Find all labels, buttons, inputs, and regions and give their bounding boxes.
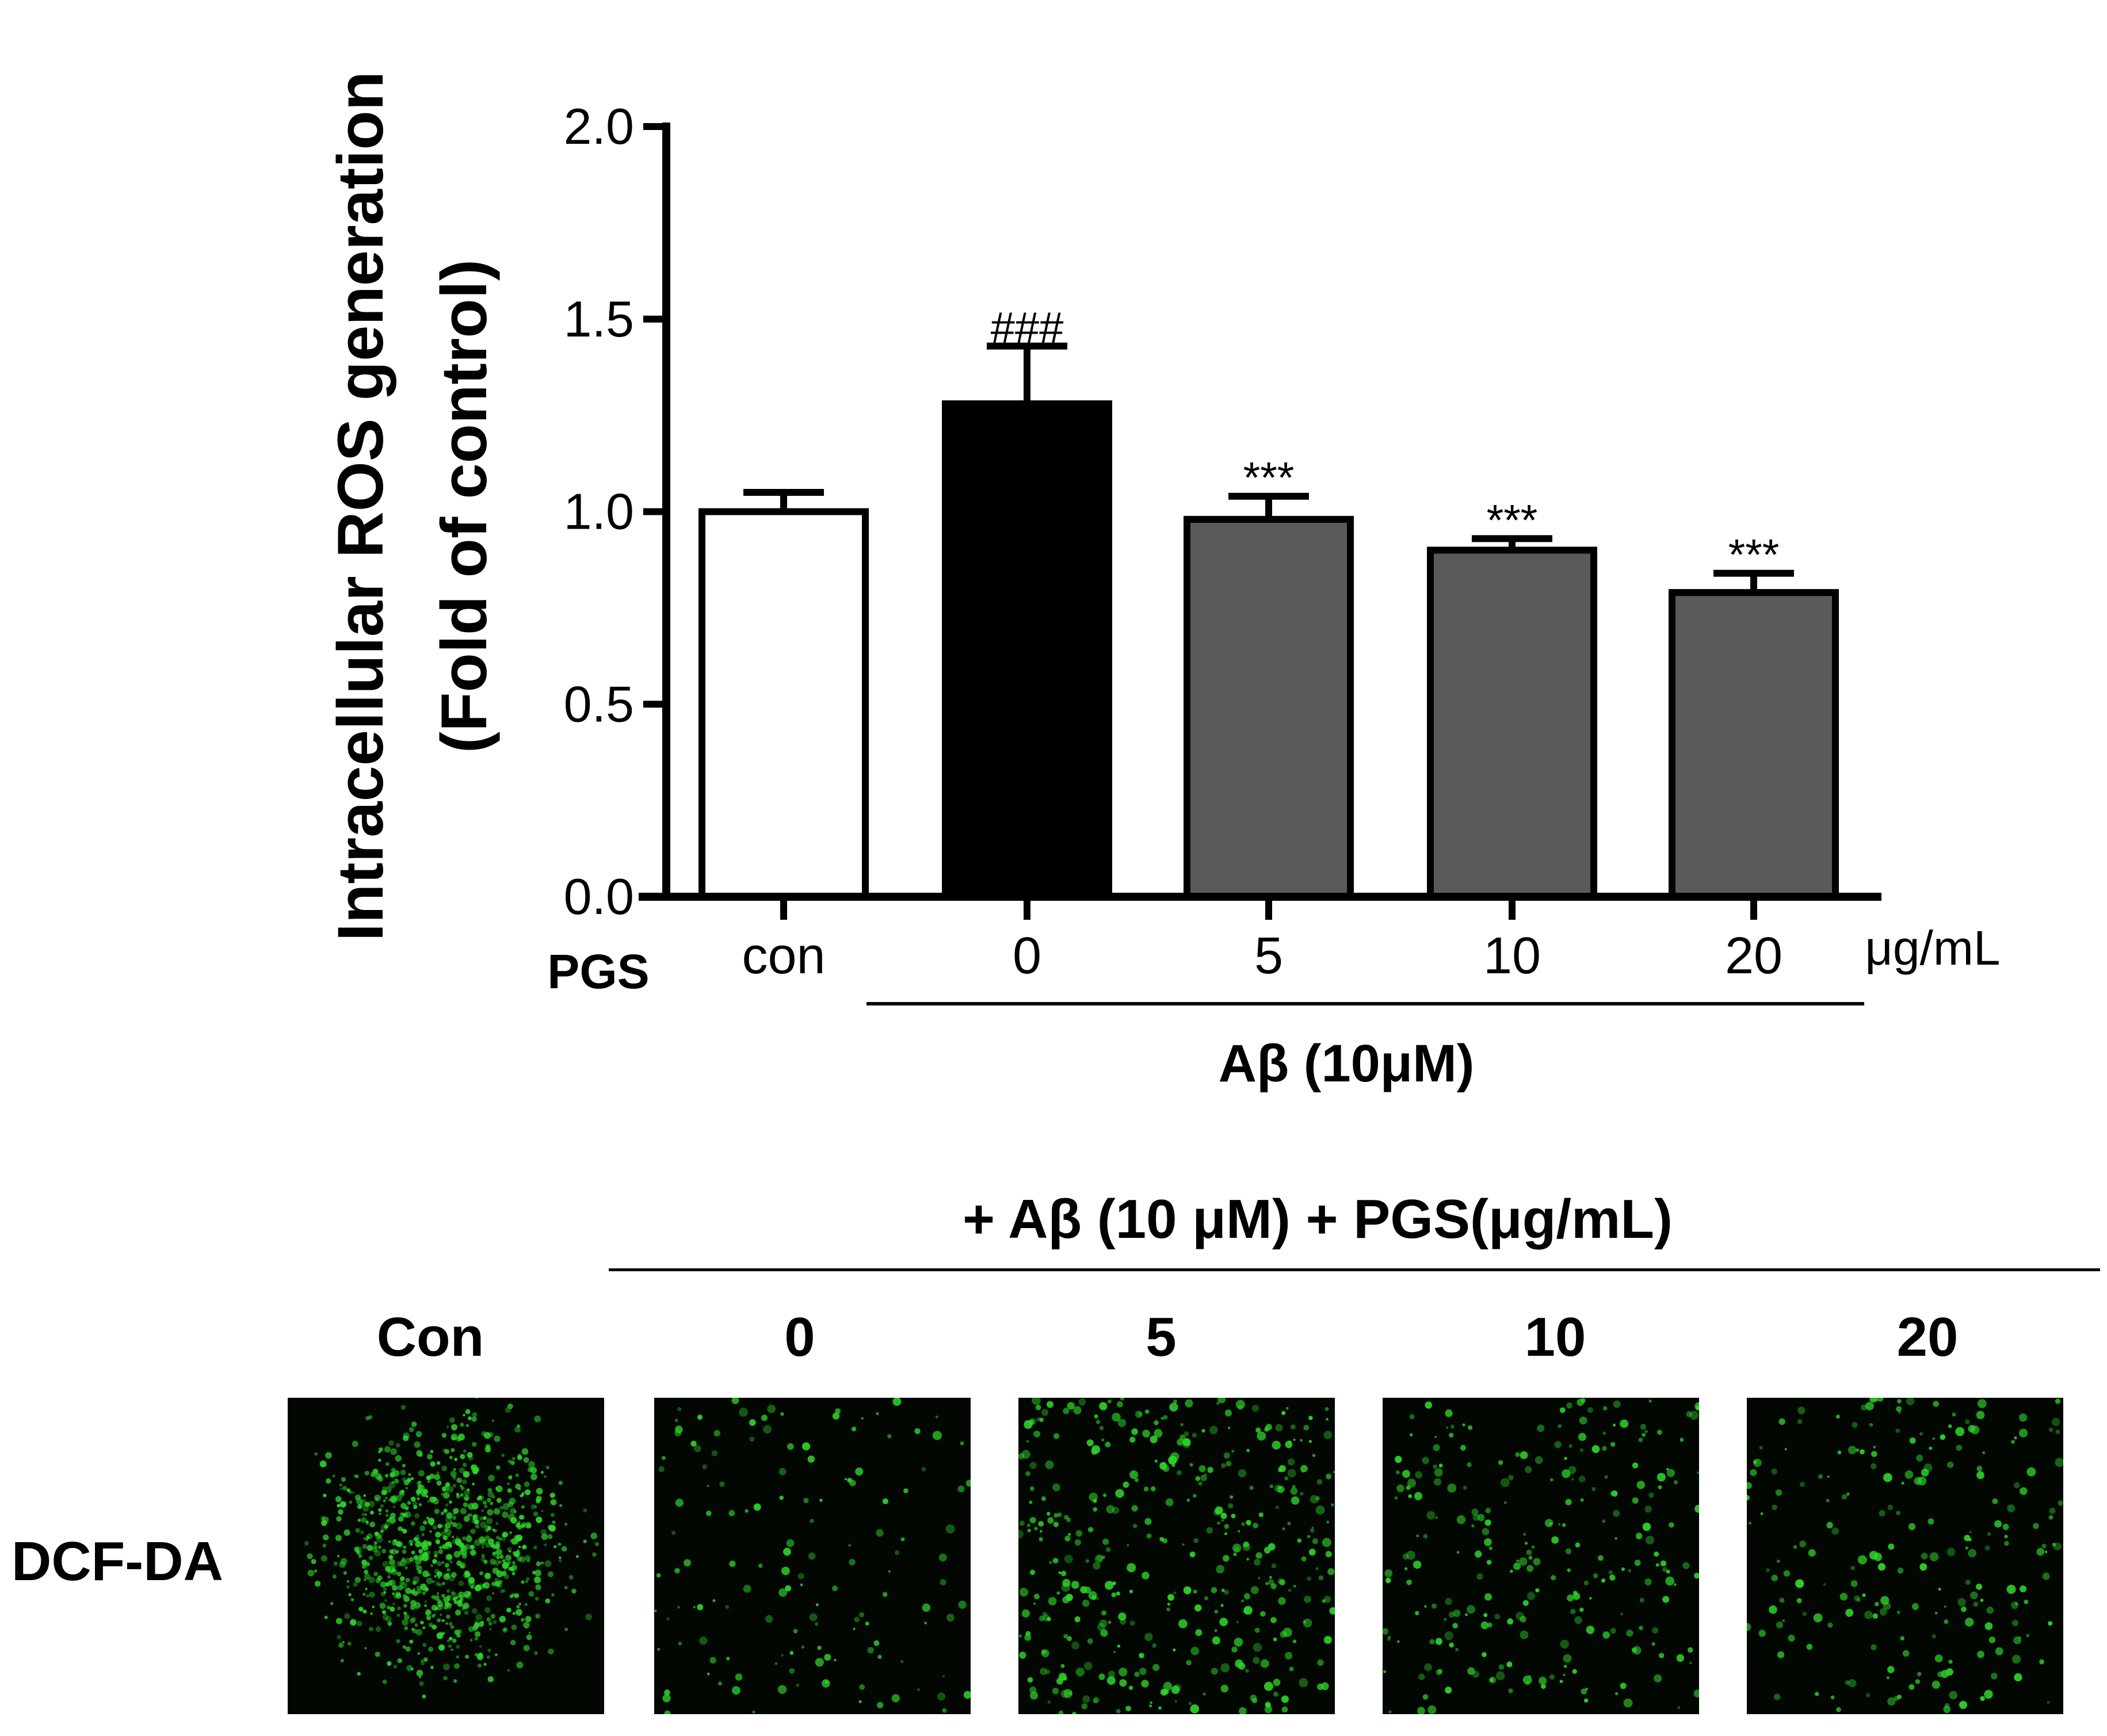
y-axis-title: Intracellular ROS generation (Fold of co… [325,71,500,941]
x-axis-row-label: PGS [547,945,649,999]
image-column-label: 20 [1896,1306,1959,1368]
treatment-header-line [609,1268,2100,1271]
significance-label: *** [1487,496,1538,545]
fluorescence-image-10 [1383,1398,1699,1714]
y-tick-label: 2.0 [564,98,634,155]
x-axis-labels: con 0 5 10 20 [742,927,1782,985]
fluorescence-cells [654,1398,971,1714]
bar [942,400,1112,900]
y-axis-title-line1: Intracellular ROS generation [325,71,396,941]
fluorescence-cells [1383,1398,1699,1714]
fluorescence-image-con [288,1398,604,1714]
fluorescence-image-20 [1747,1398,2063,1714]
unit-label: μg/mL [1865,921,2000,975]
y-tick-label: 1.0 [564,483,634,540]
x-tick-label: 20 [1725,927,1782,985]
image-column-label: 0 [784,1306,815,1368]
image-column-label: 5 [1146,1306,1177,1368]
x-axis-ticks [780,897,1757,920]
significance-label: *** [1728,531,1780,580]
error-bars [743,342,1794,593]
fluorescence-cells [1018,1398,1335,1714]
x-tick-label: 10 [1483,927,1541,985]
image-row-label: DCF-DA [12,1531,223,1592]
group-label: Aβ (10μM) [1219,1034,1475,1093]
y-axis-ticks: 0.0 0.5 1.0 1.5 2.0 [564,98,666,925]
image-column-label: Con [376,1306,484,1368]
y-axis-title-line2: (Fold of control) [428,259,500,753]
fluorescence-image-5 [1018,1398,1335,1714]
x-tick-label: 0 [1013,927,1041,985]
y-tick-label: 1.5 [564,290,634,347]
x-tick-label: con [742,927,825,985]
fluorescence-cells [1747,1398,2063,1714]
significance-labels: ### *** *** *** [991,304,1780,580]
bar [698,508,869,900]
treatment-header: + Aβ (10 μM) + PGS(μg/mL) [963,1188,1673,1250]
fluorescence-cells [304,1398,600,1699]
y-tick-label: 0.0 [564,868,634,925]
x-tick-label: 5 [1254,927,1283,985]
bar [1669,589,1839,900]
bar [1427,546,1597,900]
significance-label: ### [991,304,1064,353]
significance-label: *** [1243,454,1295,503]
bar [1184,515,1354,900]
fluorescence-image-0 [654,1398,971,1714]
image-column-label: 10 [1524,1306,1586,1368]
y-tick-label: 0.5 [564,675,634,732]
